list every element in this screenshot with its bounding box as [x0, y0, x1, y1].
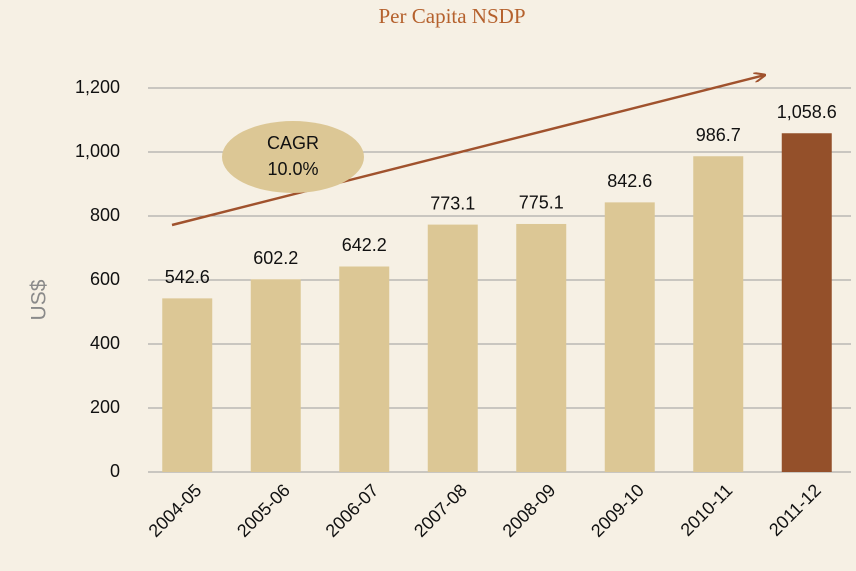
- annotation: CAGR: [267, 133, 319, 153]
- x-tick-label: 2011-12: [765, 480, 825, 540]
- x-tick-label: 2009-10: [587, 480, 648, 541]
- chart: Per Capita NSDP US$ 0 200 400 600 800 1,000 1,…: [0, 0, 856, 571]
- annotation: 10.0%: [267, 159, 318, 179]
- x-tick-label: 2004-05: [145, 480, 206, 541]
- value-label: 775.1: [519, 193, 564, 213]
- y-tick-label: 0: [110, 461, 120, 481]
- y-axis-label: US$: [28, 279, 51, 320]
- value-label: 602.2: [253, 248, 298, 268]
- bar: [693, 156, 743, 472]
- value-label: 986.7: [696, 125, 741, 145]
- y-tick-label: 1,000: [75, 141, 120, 161]
- bar: [516, 224, 566, 472]
- value-label: 1,058.6: [777, 102, 837, 122]
- y-tick-label: 1,200: [75, 77, 120, 97]
- y-tick-label: 800: [90, 205, 120, 225]
- bar: [339, 266, 389, 472]
- y-tick-label: 600: [90, 269, 120, 289]
- value-label: 542.6: [165, 267, 210, 287]
- value-label: 842.6: [607, 171, 652, 191]
- value-label: 773.1: [430, 193, 475, 213]
- y-tick-label: 400: [90, 333, 120, 353]
- bar: [782, 133, 832, 472]
- y-tick-label: 200: [90, 397, 120, 417]
- chart-title: Per Capita NSDP: [379, 4, 526, 28]
- x-tick-label: 2005-06: [233, 480, 294, 541]
- bar: [605, 202, 655, 472]
- bar: [162, 298, 212, 472]
- bar: [251, 279, 301, 472]
- value-label: 642.2: [342, 235, 387, 255]
- x-tick-label: 2007-08: [410, 480, 471, 541]
- x-tick-label: 2010-11: [677, 480, 737, 540]
- x-tick-label: 2008-09: [499, 480, 560, 541]
- bar: [428, 225, 478, 472]
- x-tick-label: 2006-07: [322, 480, 383, 541]
